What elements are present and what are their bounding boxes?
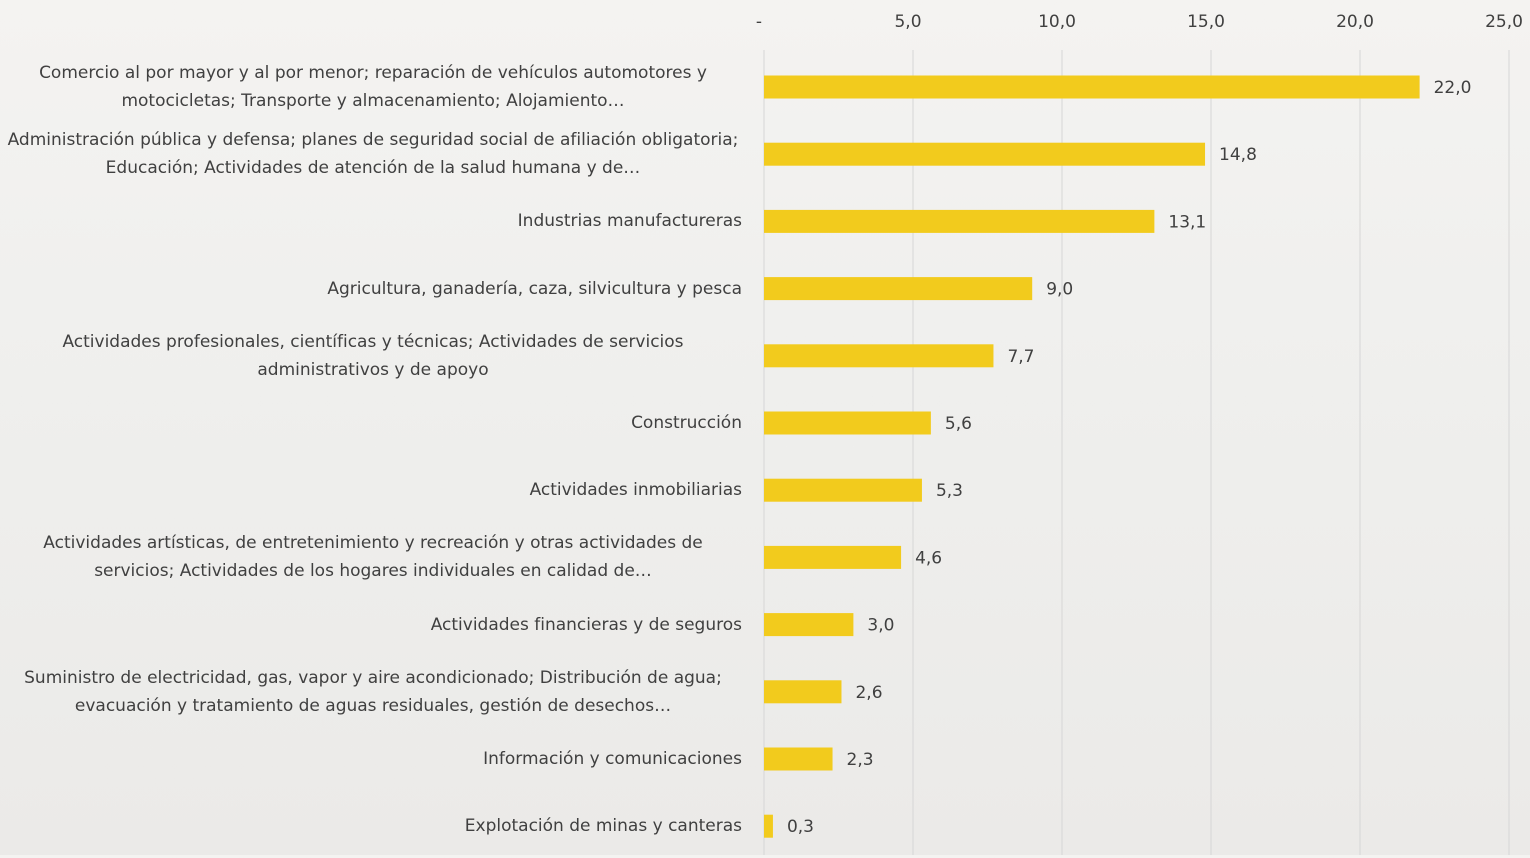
category-label-box: Actividades inmobiliarias: [4, 458, 742, 522]
category-label: Actividades artísticas, de entretenimien…: [4, 529, 742, 585]
value-label: 7,7: [1007, 347, 1034, 367]
category-label-box: Industrias manufactureras: [4, 189, 742, 253]
category-label-box: Explotación de minas y canteras: [4, 794, 742, 858]
bar: [764, 210, 1154, 233]
bar: [764, 680, 841, 703]
x-tick-label: 20,0: [1336, 12, 1374, 32]
category-label: Información y comunicaciones: [483, 745, 742, 773]
value-label: 2,3: [847, 750, 874, 770]
bar: [764, 143, 1205, 166]
value-label: 13,1: [1168, 212, 1206, 232]
value-label: 5,6: [945, 414, 972, 434]
x-tick-label: 5,0: [894, 12, 921, 32]
bar: [764, 344, 993, 367]
category-label: Industrias manufactureras: [518, 207, 742, 235]
value-label: 4,6: [915, 548, 942, 568]
category-label: Agricultura, ganadería, caza, silvicultu…: [327, 275, 742, 303]
bar: [764, 412, 931, 435]
category-label: Actividades profesionales, científicas y…: [4, 328, 742, 384]
category-label: Comercio al por mayor y al por menor; re…: [4, 59, 742, 115]
x-tick-label: 25,0: [1485, 12, 1523, 32]
value-label: 5,3: [936, 481, 963, 501]
value-label: 9,0: [1046, 280, 1073, 300]
category-label-box: Actividades financieras y de seguros: [4, 593, 742, 657]
bar: [764, 613, 853, 636]
x-tick-label: 10,0: [1038, 12, 1076, 32]
category-label-box: Construcción: [4, 391, 742, 455]
value-label: 2,6: [855, 683, 882, 703]
category-label-box: Comercio al por mayor y al por menor; re…: [4, 55, 742, 119]
value-label: 0,3: [787, 817, 814, 837]
value-label: 14,8: [1219, 145, 1257, 165]
bar: [764, 76, 1420, 99]
bar: [764, 277, 1032, 300]
category-label-box: Información y comunicaciones: [4, 727, 742, 791]
category-label: Administración pública y defensa; planes…: [4, 126, 742, 182]
value-label: 22,0: [1434, 78, 1472, 98]
category-label: Suministro de electricidad, gas, vapor y…: [4, 664, 742, 720]
category-label: Actividades financieras y de seguros: [431, 611, 742, 639]
category-label: Explotación de minas y canteras: [465, 812, 742, 840]
category-label-box: Actividades artísticas, de entretenimien…: [4, 525, 742, 589]
category-label: Construcción: [631, 409, 742, 437]
page: Chart {"chart_data": {"type": "bar", "or…: [0, 0, 1530, 855]
category-label-box: Administración pública y defensa; planes…: [4, 122, 742, 186]
category-label-box: Suministro de electricidad, gas, vapor y…: [4, 660, 742, 724]
x-tick-label: 15,0: [1187, 12, 1225, 32]
x-tick-label: -: [756, 12, 762, 32]
bar: [764, 479, 922, 502]
page-body: - 5,0 10,0 15,0 20,0 25,0 22,0 14,8 13,1 9,0 7,7 5,…: [0, 0, 1530, 855]
value-label: 3,0: [867, 616, 894, 636]
bar: [764, 546, 901, 569]
bar: [764, 815, 773, 838]
category-label: Actividades inmobiliarias: [530, 476, 742, 504]
bar: [764, 748, 833, 771]
category-label-box: Actividades profesionales, científicas y…: [4, 324, 742, 388]
category-label-box: Agricultura, ganadería, caza, silvicultu…: [4, 257, 742, 321]
